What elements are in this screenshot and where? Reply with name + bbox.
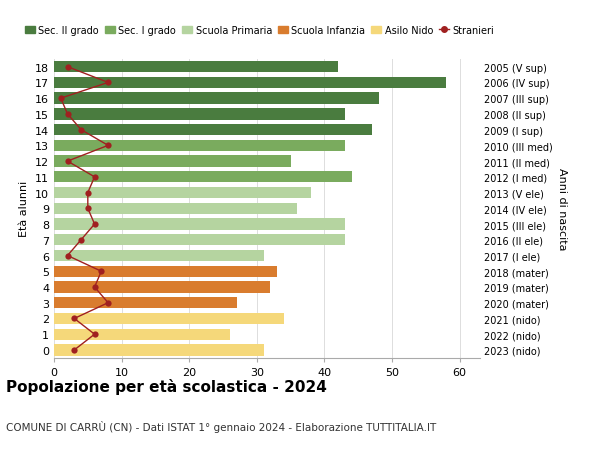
Bar <box>54 156 290 168</box>
Y-axis label: Età alunni: Età alunni <box>19 181 29 237</box>
Bar <box>54 297 236 309</box>
Bar <box>54 125 372 136</box>
Bar <box>54 219 345 230</box>
Bar <box>54 329 230 340</box>
Bar <box>54 187 311 199</box>
Bar <box>54 109 345 120</box>
Text: COMUNE DI CARRÙ (CN) - Dati ISTAT 1° gennaio 2024 - Elaborazione TUTTITALIA.IT: COMUNE DI CARRÙ (CN) - Dati ISTAT 1° gen… <box>6 420 436 432</box>
Bar <box>54 93 379 105</box>
Bar <box>54 250 263 262</box>
Bar <box>54 282 271 293</box>
Bar <box>54 172 352 183</box>
Bar <box>54 203 298 214</box>
Bar <box>54 140 345 151</box>
Bar <box>54 345 263 356</box>
Legend: Sec. II grado, Sec. I grado, Scuola Primaria, Scuola Infanzia, Asilo Nido, Stran: Sec. II grado, Sec. I grado, Scuola Prim… <box>25 26 494 36</box>
Text: Popolazione per età scolastica - 2024: Popolazione per età scolastica - 2024 <box>6 379 327 395</box>
Y-axis label: Anni di nascita: Anni di nascita <box>557 168 567 250</box>
Bar <box>54 62 338 73</box>
Bar <box>54 235 345 246</box>
Bar <box>54 313 284 325</box>
Bar <box>54 266 277 277</box>
Bar <box>54 78 446 89</box>
